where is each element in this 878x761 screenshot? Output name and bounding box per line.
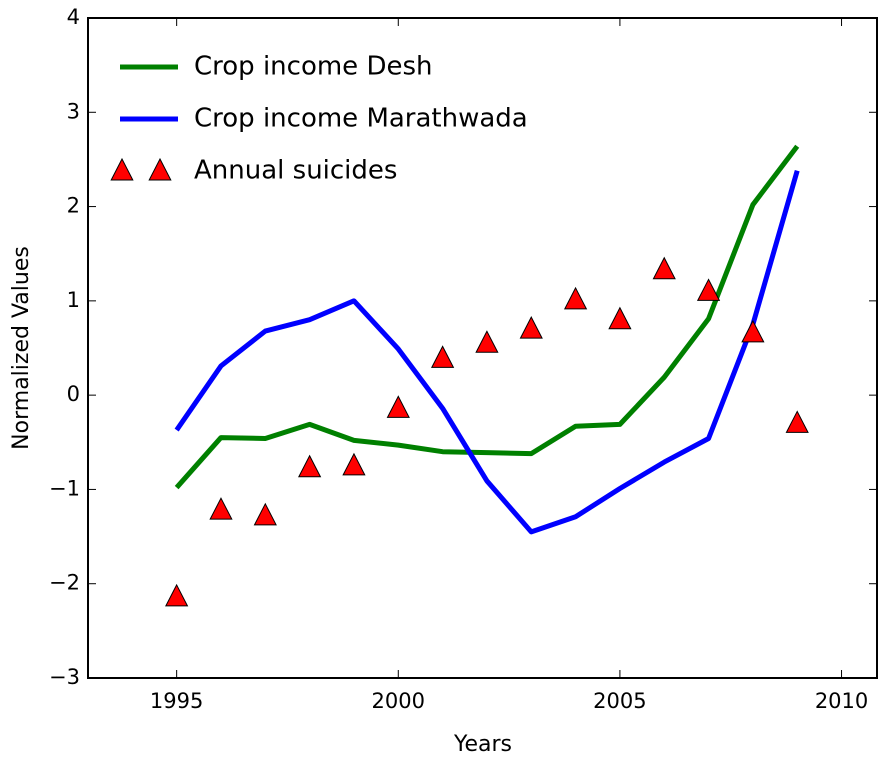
x-tick-label: 2000 (372, 689, 425, 713)
y-tick-label: 1 (67, 288, 80, 312)
marker (386, 395, 410, 418)
x-tick-label: 1995 (150, 689, 203, 713)
marker (209, 497, 233, 520)
marker (430, 345, 455, 368)
marker (741, 319, 765, 343)
y-tick-label: 3 (67, 99, 80, 123)
y-tick-label: −3 (49, 665, 80, 689)
marker (785, 410, 809, 433)
marker (475, 330, 499, 353)
x-axis-label: Years (453, 732, 512, 757)
legend-marker (148, 157, 172, 181)
y-tick-label: 0 (67, 382, 80, 406)
legend-label: Crop income Marathwada (194, 104, 528, 134)
marker (165, 583, 189, 607)
y-tick-label: 4 (67, 5, 80, 29)
plot-frame (87, 17, 878, 679)
marker (563, 286, 588, 310)
x-tick-label: 2005 (593, 689, 646, 713)
legend-label: Annual suicides (194, 156, 397, 186)
y-tick-label: −2 (49, 571, 80, 595)
marker (696, 278, 721, 301)
y-axis-label: Normalized Values (9, 246, 34, 450)
legend-marker (110, 157, 134, 181)
marker (608, 306, 632, 330)
y-tick-label: −1 (49, 476, 80, 500)
series-line (174, 144, 800, 490)
marker (519, 316, 543, 339)
x-tick-label: 2010 (815, 689, 868, 713)
marker (253, 502, 277, 526)
marker (342, 452, 366, 476)
series-line (174, 170, 800, 535)
marker (298, 454, 322, 478)
marker (652, 256, 676, 280)
y-tick-label: 2 (67, 194, 80, 218)
legend-label: Crop income Desh (194, 52, 432, 82)
